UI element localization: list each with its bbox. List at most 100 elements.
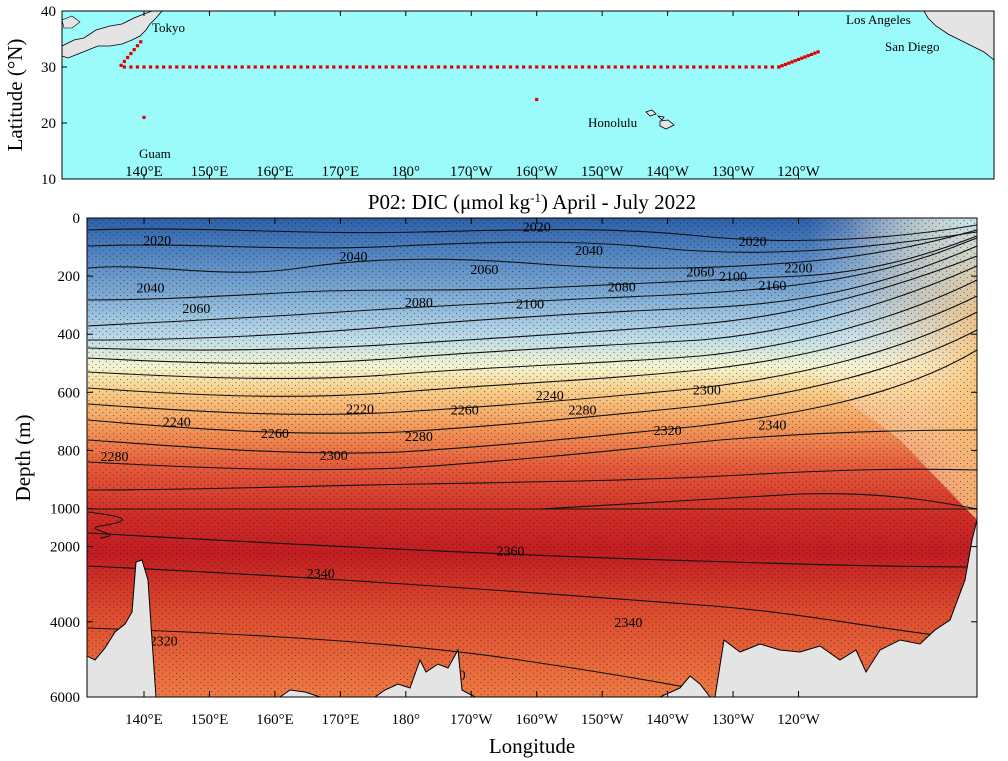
map-y-tick-label: 40	[41, 4, 56, 20]
contour-label: 2320	[654, 424, 682, 439]
station-marker	[806, 54, 810, 58]
station-marker	[126, 55, 130, 60]
station-marker	[718, 65, 722, 69]
contour-label: 2060	[470, 263, 498, 278]
station-marker	[666, 65, 670, 69]
station-marker	[247, 65, 251, 69]
station-marker	[626, 65, 630, 69]
station-marker	[744, 65, 748, 69]
map-x-tick-label: 150°W	[581, 164, 624, 180]
station-marker	[495, 65, 500, 69]
contour-label: 2200	[785, 261, 813, 276]
station-marker	[155, 65, 159, 69]
station-marker	[436, 65, 441, 69]
station-marker	[580, 65, 585, 69]
station-marker	[139, 40, 143, 44]
map-x-tick-label: 120°W	[777, 164, 820, 180]
station-marker	[162, 65, 166, 69]
contour-label: 2300	[693, 383, 721, 398]
station-marker	[561, 65, 565, 69]
place-label: Tokyo	[152, 20, 185, 35]
section-x-tick-label: 120°W	[777, 712, 820, 728]
station-marker	[482, 65, 486, 69]
station-marker	[476, 65, 480, 69]
station-marker	[358, 65, 362, 69]
station-marker	[489, 65, 493, 69]
station-marker	[129, 51, 133, 56]
station-marker	[142, 115, 146, 119]
station-marker	[731, 65, 735, 69]
station-marker	[469, 65, 473, 69]
station-marker	[227, 65, 231, 69]
station-marker	[613, 65, 617, 69]
map-stations	[119, 40, 820, 119]
station-marker	[607, 65, 611, 69]
map-y-ticks: 40 30 20 10	[41, 4, 67, 188]
map-x-tick-label: 170°W	[450, 164, 493, 180]
station-marker	[816, 50, 820, 54]
station-marker	[234, 65, 238, 69]
station-marker	[404, 65, 408, 69]
station-marker	[787, 61, 791, 65]
station-marker	[770, 65, 774, 69]
section-x-tick-label: 160°E	[256, 712, 294, 728]
station-marker	[286, 65, 290, 69]
section-y-tick-label: 4000	[50, 615, 80, 631]
station-marker	[793, 59, 797, 63]
station-marker	[391, 65, 395, 69]
section-x-tick-label: 140°E	[125, 712, 163, 728]
station-marker	[522, 65, 526, 69]
x-axis-label: Longitude	[489, 734, 575, 758]
station-marker	[332, 65, 336, 69]
contour-label: 2020	[739, 235, 767, 250]
station-marker	[168, 65, 172, 69]
sample-dots	[87, 218, 977, 697]
station-marker	[535, 97, 539, 102]
station-marker	[119, 63, 123, 67]
contour-label: 2020	[523, 221, 551, 236]
station-marker	[135, 44, 140, 48]
station-marker	[502, 65, 506, 69]
station-marker	[600, 65, 604, 69]
contour-label: 2340	[614, 616, 642, 631]
map-x-tick-label: 160°E	[256, 164, 294, 180]
contour-label: 2260	[451, 404, 479, 419]
station-marker	[423, 65, 428, 69]
station-marker	[194, 65, 198, 69]
station-marker	[122, 65, 126, 69]
map-land	[62, 11, 994, 130]
station-marker	[338, 65, 342, 69]
station-marker	[292, 65, 297, 69]
map-x-ticks: 140°E 150°E 160°E 170°E 180° 170°W 160°W 150°W 1…	[125, 11, 821, 180]
station-marker	[639, 65, 644, 69]
contour-label: 2280	[569, 404, 597, 419]
contour-label: 2040	[137, 282, 165, 297]
contour-label: 2320	[150, 635, 178, 650]
station-marker	[345, 65, 349, 69]
station-marker	[312, 65, 316, 69]
station-marker	[705, 65, 709, 69]
contour-label: 2080	[608, 280, 636, 295]
section-x-tick-label: 170°W	[450, 712, 493, 728]
section-y-label: Depth (m)	[11, 415, 35, 502]
section-y-tick-label: 6000	[50, 690, 80, 706]
station-marker	[711, 65, 716, 69]
map-x-tick-label: 160°W	[515, 164, 558, 180]
map-x-tick-label: 140°W	[646, 164, 689, 180]
station-marker	[790, 60, 794, 64]
section-x-tick-label: 150°W	[581, 712, 624, 728]
station-marker	[652, 65, 657, 69]
station-marker	[764, 65, 768, 69]
station-marker	[351, 65, 356, 69]
station-marker	[587, 65, 591, 69]
contour-label: 2280	[101, 450, 129, 465]
station-marker	[620, 65, 624, 69]
station-marker	[306, 65, 310, 69]
station-marker	[724, 65, 729, 69]
section-y-tick-label: 800	[58, 443, 81, 459]
contour-label: 2300	[320, 449, 348, 464]
station-marker	[135, 65, 140, 69]
station-marker	[685, 65, 689, 69]
contour-labels: 2020 2020 2020 2040 2040 2040 2060 2060 2060 2080…	[101, 221, 813, 684]
